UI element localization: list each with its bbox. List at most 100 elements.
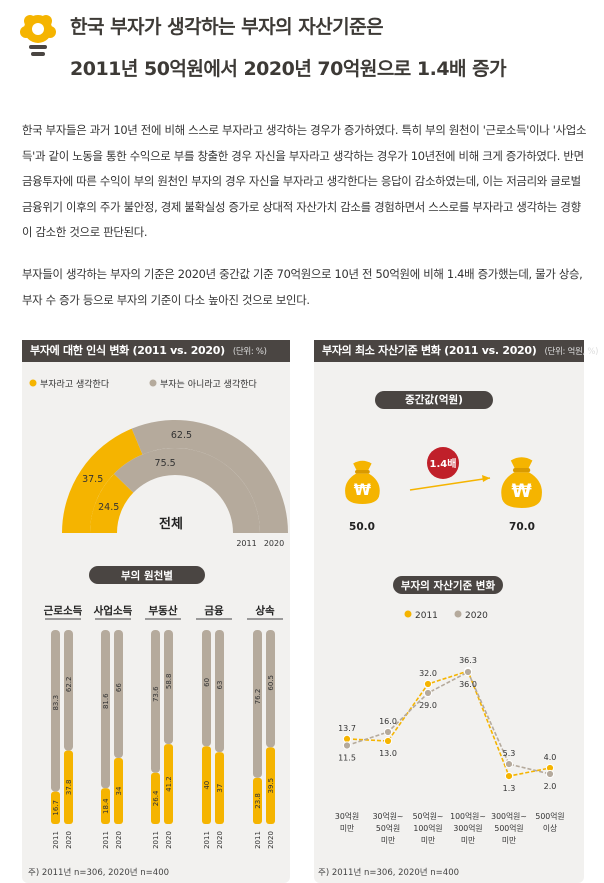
stack-bar-no-1-2011 [101, 630, 110, 789]
source-category-2: 부동산 [149, 604, 178, 617]
median-value-2011: 50.0 [349, 521, 375, 533]
stack-bar-no-4-2011 [253, 630, 262, 778]
stack-bar-no-3-2020 [215, 630, 224, 753]
line-category-0-1: 미만 [340, 824, 354, 833]
line-value-2020-5: 2.0 [544, 782, 557, 791]
line-category-5-1: 이상 [543, 823, 557, 833]
stack-label-no-2-2011: 73.6 [152, 686, 160, 702]
left-panel-unit: (단위: %) [232, 347, 267, 357]
left-panel-header: 부자에 대한 인식 변화 (2011 vs. 2020) (단위: %) [22, 340, 290, 362]
line-legend-marker-2020 [454, 610, 462, 618]
legend-marker-no [149, 379, 157, 387]
multiplier-badge-label: 1.4배 [430, 457, 457, 470]
legend-marker-yes [29, 379, 37, 387]
line-point-2011-2 [423, 679, 433, 689]
line-value-2020-4: 5.3 [503, 749, 516, 758]
body-paragraph-2: 부자들이 생각하는 부자의 기준은 2020년 중간값 기준 70억원으로 10… [22, 267, 583, 307]
stack-year-0-2011: 2011 [52, 831, 60, 849]
stack-label-no-2-2020: 58.8 [165, 674, 173, 690]
line-value-2011-0: 13.7 [338, 724, 356, 733]
median-value-2020: 70.0 [509, 521, 535, 533]
line-category-3-1: 300억원 [453, 823, 482, 833]
money-bag-icon-2020: ₩ [501, 457, 542, 508]
stack-bar-no-0-2011 [51, 630, 60, 792]
donut-arc-2011-yes [90, 473, 134, 533]
stack-bar-yes-3-2011 [202, 746, 211, 824]
stack-label-no-0-2020: 62.2 [65, 677, 73, 693]
stack-label-yes-0-2020: 37.8 [65, 780, 73, 796]
stack-year-1-2011: 2011 [102, 831, 110, 849]
stack-label-yes-3-2011: 40 [203, 781, 211, 790]
line-legend-marker-2011 [404, 610, 412, 618]
donut-center-label: 전체 [159, 516, 183, 532]
source-category-3: 금융 [204, 605, 224, 617]
median-pill: 중간값(억원) [375, 391, 493, 409]
line-category-1-0: 30억원~ [373, 811, 404, 821]
source-category-1: 사업소득 [94, 604, 133, 617]
line-category-4-1: 500억원 [494, 823, 523, 833]
line-category-3-2: 미만 [461, 836, 475, 845]
line-legend-label-2011: 2011 [415, 611, 438, 621]
stack-bar-yes-1-2020 [114, 758, 123, 824]
line-value-2011-1: 13.0 [379, 749, 397, 758]
donut-label-2011-yes: 24.5 [98, 502, 119, 513]
line-category-1-1: 50억원 [376, 823, 400, 833]
svg-text:₩: ₩ [354, 480, 371, 499]
right-panel-header: 부자의 최소 자산기준 변화 (2011 vs. 2020) (단위: 억원, %… [314, 340, 598, 362]
stack-bar-yes-0-2020 [64, 750, 73, 824]
line-category-2-0: 50억원~ [413, 811, 444, 821]
stack-bar-yes-0-2011 [51, 791, 60, 824]
legend-label-yes: 부자라고 생각한다 [40, 378, 110, 390]
donut-label-2011-no: 75.5 [155, 458, 176, 469]
line-value-2020-3: 36.0 [459, 680, 477, 689]
stack-bar-yes-4-2020 [266, 747, 275, 824]
line-category-1-2: 미만 [381, 836, 395, 845]
stack-year-3-2020: 2020 [216, 831, 224, 849]
donut-arc-2020-yes [62, 428, 143, 533]
source-category-0: 근로소득 [44, 605, 83, 617]
donut-arc-2011-no [113, 448, 261, 533]
page-title-line1: 한국 부자가 생각하는 부자의 자산기준은 [70, 16, 384, 38]
stack-label-yes-2-2011: 26.4 [152, 790, 160, 806]
stack-label-no-1-2011: 81.6 [102, 693, 110, 709]
logo-icon [18, 12, 58, 64]
stack-bar-yes-1-2011 [101, 788, 110, 824]
line-category-4-2: 미만 [502, 836, 516, 845]
stack-year-1-2020: 2020 [115, 831, 123, 849]
source-category-4: 상속 [255, 604, 275, 617]
legend-label-no: 부자는 아니라고 생각한다 [160, 378, 258, 390]
stack-label-no-3-2020: 63 [216, 681, 224, 690]
line-series-2011 [346, 670, 551, 778]
stack-year-4-2011: 2011 [254, 831, 262, 849]
stack-bar-no-4-2020 [266, 630, 275, 748]
growth-arrow-line [409, 477, 491, 491]
line-value-2020-0: 11.5 [338, 754, 356, 763]
line-value-2020-2: 29.0 [419, 701, 437, 710]
line-value-2011-5: 4.0 [544, 753, 557, 762]
stack-bar-no-2-2011 [151, 630, 160, 773]
stack-label-yes-3-2020: 37 [216, 784, 224, 793]
line-category-4-0: 300억원~ [491, 811, 527, 821]
line-value-2011-3: 36.3 [459, 656, 477, 665]
page-title-line2: 2011년 50억원에서 2020년 70억원으로 1.4배 증가 [70, 58, 507, 80]
stack-bar-no-0-2020 [64, 630, 73, 751]
source-pill [89, 566, 205, 584]
stack-label-no-0-2011: 83.3 [52, 695, 60, 711]
donut-arc-2020-no [131, 420, 288, 533]
multiplier-badge [427, 447, 459, 479]
body-paragraph-1: 한국 부자들은 과거 10년 전에 비해 스스로 부자라고 생각하는 경우가 증… [22, 123, 587, 239]
stack-label-no-4-2020: 60.5 [267, 675, 275, 691]
line-point-2020-4 [504, 760, 514, 769]
stack-label-yes-4-2020: 39.5 [267, 778, 275, 794]
stack-bar-yes-2-2011 [151, 772, 160, 824]
stack-bar-yes-4-2011 [253, 777, 262, 824]
stack-label-no-3-2011: 60 [203, 678, 211, 687]
line-point-2011-4 [504, 772, 514, 781]
stack-bar-yes-2-2020 [164, 744, 173, 824]
stack-label-yes-1-2011: 18.4 [102, 798, 110, 814]
line-category-3-0: 100억원~ [450, 811, 486, 821]
line-point-2011-1 [383, 736, 393, 746]
line-value-2020-1: 16.0 [379, 717, 397, 726]
stack-label-no-1-2020: 66 [115, 683, 123, 692]
stack-label-no-4-2011: 76.2 [254, 689, 262, 705]
